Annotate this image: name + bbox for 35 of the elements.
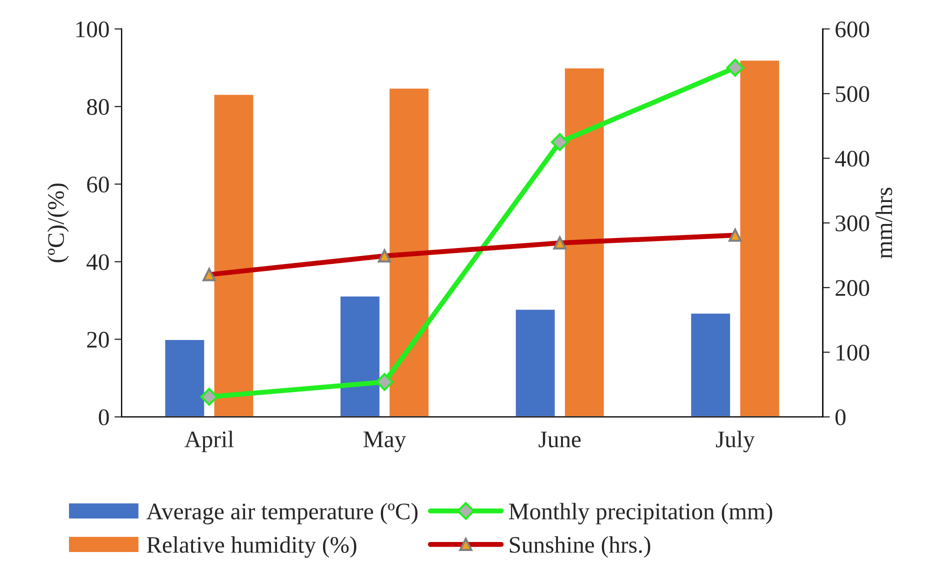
point: [376, 373, 394, 391]
y2-tick-label: 300: [836, 215, 870, 232]
y-axis-title: (ºC)/(%): [47, 184, 69, 262]
y-tick-label: 60: [87, 176, 109, 193]
bar: [738, 59, 781, 417]
point: [550, 133, 569, 151]
x-tick-label: June: [538, 432, 581, 448]
x-tick-label: July: [716, 430, 755, 452]
y2-tick-label: 100: [836, 344, 870, 361]
legend-label: Relative humidity (%): [146, 536, 356, 558]
bar: [388, 87, 430, 417]
y-tick-label: 80: [87, 99, 109, 115]
legend-label: Sunshine (hrs.): [510, 536, 650, 558]
bar: [212, 93, 255, 417]
bar: [514, 308, 556, 417]
legend-label: Monthly precipitation (mm): [508, 502, 772, 524]
y-tick-label: 100: [76, 21, 109, 38]
y2-tick-label: 600: [836, 21, 870, 38]
y2-axis-title: mm/hrs: [876, 188, 892, 258]
point: [726, 58, 744, 77]
bar: [564, 67, 606, 417]
y2-tick-label: 0: [836, 409, 846, 426]
point: [200, 388, 218, 406]
y2-tick-label: 500: [836, 86, 870, 102]
bar: [164, 338, 206, 417]
legend-label: Average air temperature (ºC): [146, 502, 418, 524]
y2-tick-label: 200: [836, 280, 870, 296]
y-tick-label: 0: [98, 409, 109, 426]
y-tick-label: 40: [86, 254, 109, 270]
y-tick-label: 20: [87, 332, 109, 348]
x-tick-label: May: [364, 432, 406, 452]
bar: [339, 295, 381, 417]
x-tick-label: April: [184, 430, 234, 452]
bar: [690, 312, 732, 417]
y2-tick-label: 400: [835, 150, 870, 167]
